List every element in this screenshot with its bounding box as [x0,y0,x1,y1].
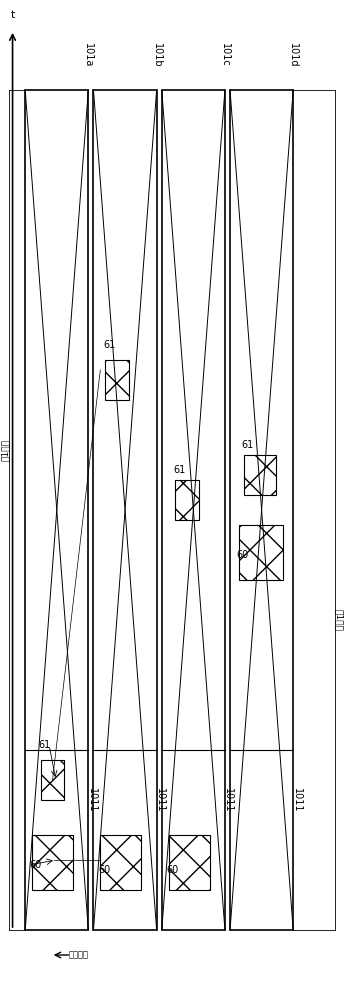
Bar [244,455,276,495]
Text: 60: 60 [236,550,248,560]
Text: 移動方向: 移動方向 [68,950,88,960]
Text: 61: 61 [173,465,185,475]
Text: t: t [10,10,15,20]
Text: 第1区域: 第1区域 [334,609,343,631]
Bar [175,480,199,520]
Text: 1011: 1011 [223,788,233,812]
Bar [100,835,141,890]
Bar [230,90,293,930]
Text: 61: 61 [38,740,51,750]
Text: 61: 61 [103,340,115,350]
Text: 第1区域: 第1区域 [1,439,10,461]
Text: 1011: 1011 [155,788,165,812]
Text: 60: 60 [166,865,179,875]
Text: 1011: 1011 [87,788,97,812]
Text: 101c: 101c [220,43,230,67]
Bar [32,835,73,890]
Text: 101a: 101a [83,43,93,67]
Text: 61: 61 [241,440,254,450]
Text: 101b: 101b [152,43,162,67]
Bar [239,525,283,580]
Bar [169,835,209,890]
Text: 60: 60 [99,865,111,875]
Bar [105,360,129,400]
Text: 101d: 101d [288,43,298,67]
Bar [162,90,225,930]
Bar [25,90,88,930]
Bar [94,90,157,930]
Text: 60: 60 [29,860,42,870]
Bar [41,760,64,800]
Text: 1011: 1011 [292,788,302,812]
